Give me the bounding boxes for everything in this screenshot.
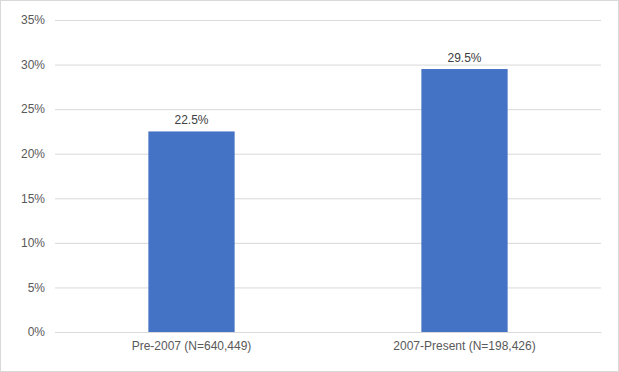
grid-line [55, 198, 601, 199]
y-tick: 35% [21, 13, 601, 27]
bar [421, 69, 507, 332]
y-tick-label: 30% [21, 58, 45, 72]
y-tick-label: 15% [21, 192, 45, 206]
data-label: 22.5% [174, 113, 208, 127]
y-tick: 20% [21, 147, 601, 161]
y-tick: 0% [28, 325, 601, 339]
grid-line [55, 20, 601, 21]
y-tick: 5% [28, 281, 601, 295]
grid-line [55, 154, 601, 155]
y-tick-label: 0% [28, 325, 46, 339]
x-axis: Pre-2007 (N=640,449) 2007-Present (N=198,… [56, 333, 602, 353]
x-tick-label: 2007-Present (N=198,426) [393, 339, 535, 353]
y-tick-label: 10% [21, 236, 45, 250]
y-axis: 0% 5% 10% 15% 20% 25% 30% 35% [21, 13, 601, 339]
y-tick: 30% [21, 58, 601, 72]
data-label: 29.5% [447, 51, 481, 65]
plot: 0% 5% 10% 15% 20% 25% 30% 35% Pre-2007 (N=640,44… [21, 13, 602, 352]
x-tick: Pre-2007 (N=640,449) [132, 339, 252, 353]
bar [148, 131, 234, 332]
x-axis-line [56, 332, 602, 333]
data-labels: 22.5% 29.5% [174, 51, 481, 127]
chart-border [1, 1, 619, 372]
y-tick-label: 35% [21, 13, 45, 27]
y-tick: 25% [21, 102, 601, 116]
grid-line [55, 287, 601, 288]
y-tick-label: 20% [21, 147, 45, 161]
grid-line [55, 332, 601, 333]
chart: 0% 5% 10% 15% 20% 25% 30% 35% Pre-2007 (N=640,44… [0, 0, 619, 372]
y-tick-label: 5% [28, 281, 46, 295]
grid-line [55, 109, 601, 110]
grid-line [55, 65, 601, 66]
y-tick: 15% [21, 192, 601, 206]
x-tick: 2007-Present (N=198,426) [393, 339, 535, 353]
y-tick: 10% [21, 236, 601, 250]
y-tick-label: 25% [21, 102, 45, 116]
x-tick-label: Pre-2007 (N=640,449) [132, 339, 252, 353]
grid-line [55, 243, 601, 244]
bars [148, 69, 507, 332]
y-axis-line [56, 21, 602, 333]
